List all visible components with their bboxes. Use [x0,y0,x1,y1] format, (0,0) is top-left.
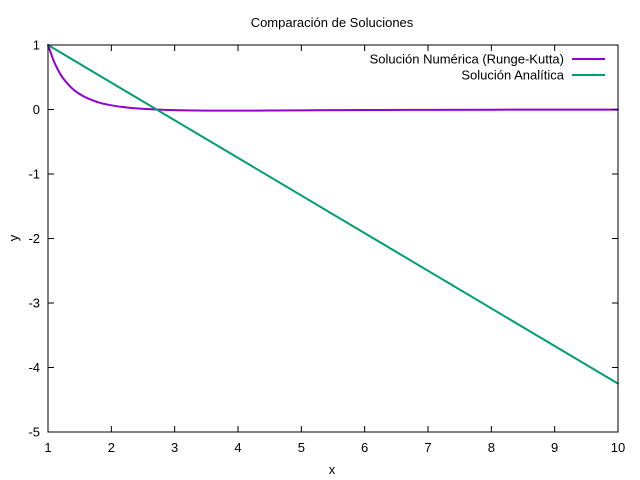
y-tick-label: -3 [28,296,40,311]
y-tick-label: -5 [28,425,40,440]
chart-title: Comparación de Soluciones [251,15,414,30]
y-tick-label: -4 [28,360,40,375]
x-tick-label: 5 [298,440,305,455]
x-tick-label: 3 [171,440,178,455]
x-axis: 1 2 3 4 5 6 7 8 9 10 [44,45,625,455]
y-tick-label: 0 [33,102,40,117]
y-axis-label: y [6,234,21,241]
x-tick-label: 9 [551,440,558,455]
x-tick-label: 8 [488,440,495,455]
series-line-2 [47,44,619,385]
x-tick-label: 2 [108,440,115,455]
series-line-1 [47,44,619,112]
x-tick-label: 1 [44,440,51,455]
legend-label: Solución Analítica [461,68,564,83]
x-tick-label: 6 [361,440,368,455]
legend-label: Solución Numérica (Runge-Kutta) [370,52,564,67]
y-axis: -5 -4 -3 -2 -1 0 1 [28,38,618,440]
x-tick-label: 4 [234,440,241,455]
plot-frame [47,44,619,433]
x-tick-label: 10 [611,440,625,455]
x-axis-label: x [329,462,336,477]
y-tick-label: -1 [28,167,40,182]
y-tick-label: -2 [28,231,40,246]
y-tick-label: 1 [33,38,40,53]
x-tick-label: 7 [424,440,431,455]
legend: Solución Numérica (Runge-Kutta)Solución … [370,52,605,83]
series-layer [47,44,619,385]
